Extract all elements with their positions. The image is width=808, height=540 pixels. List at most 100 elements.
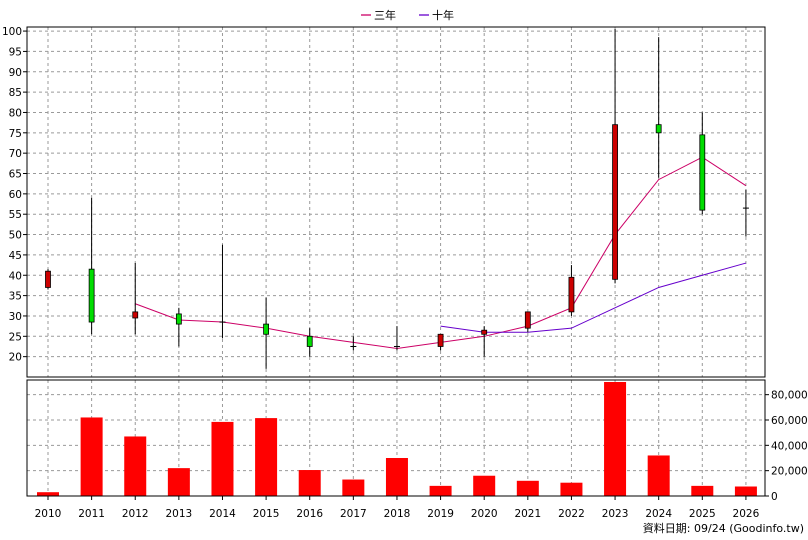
candle-body bbox=[699, 134, 706, 211]
volume-bar bbox=[211, 421, 234, 496]
legend-label-2: 十年 bbox=[432, 8, 454, 22]
x-tick-label: 2013 bbox=[165, 508, 192, 520]
x-tick-label: 2018 bbox=[384, 508, 411, 520]
price-tick-label: 75 bbox=[9, 128, 22, 140]
volume-bar bbox=[80, 417, 103, 496]
data-date-footer: 資料日期: 09/24 (Goodinfo.tw) bbox=[643, 521, 804, 535]
volume-bar bbox=[385, 458, 408, 496]
x-tick-label: 2025 bbox=[689, 508, 716, 520]
x-tick-label: 2026 bbox=[733, 508, 760, 520]
volume-bar bbox=[560, 482, 583, 496]
candle bbox=[699, 112, 706, 215]
volume-tick-label: 20,000 bbox=[771, 466, 808, 478]
x-tick-label: 2017 bbox=[340, 508, 367, 520]
x-tick-label: 2012 bbox=[122, 508, 149, 520]
x-tick-label: 2015 bbox=[253, 508, 280, 520]
chart-legend: 三年 十年 bbox=[361, 8, 454, 22]
price-tick-label: 95 bbox=[9, 46, 22, 58]
volume-bar bbox=[473, 475, 496, 496]
price-tick-label: 40 bbox=[9, 270, 22, 282]
volume-bar bbox=[124, 436, 147, 496]
x-tick-label: 2020 bbox=[471, 508, 498, 520]
price-tick-label: 25 bbox=[9, 331, 22, 343]
panel-frames bbox=[26, 26, 766, 497]
candle bbox=[568, 265, 575, 316]
candle-body bbox=[437, 333, 444, 347]
x-tick-label: 2021 bbox=[514, 508, 541, 520]
candle bbox=[655, 37, 662, 178]
legend-label-1: 三年 bbox=[374, 8, 396, 22]
price-tick-label: 70 bbox=[9, 148, 22, 160]
candle-body bbox=[568, 276, 575, 313]
price-tick-label: 45 bbox=[9, 250, 22, 262]
candlesticks bbox=[45, 29, 749, 369]
candle-body bbox=[306, 335, 313, 347]
price-tick-label: 35 bbox=[9, 291, 22, 303]
candle bbox=[481, 326, 488, 357]
volume-tick-label: 40,000 bbox=[771, 440, 808, 452]
candle-body bbox=[612, 124, 618, 280]
volume-bars bbox=[37, 382, 757, 496]
volume-bar bbox=[647, 455, 670, 496]
volume-tick-label: 80,000 bbox=[771, 390, 808, 402]
candle bbox=[393, 326, 400, 351]
volume-bar bbox=[255, 418, 278, 496]
candle bbox=[219, 244, 226, 339]
volume-panel-frame bbox=[26, 379, 766, 497]
candle-body bbox=[88, 268, 95, 323]
x-tick-label: 2011 bbox=[78, 508, 105, 520]
price-tick-label: 100 bbox=[2, 26, 22, 38]
x-tick-label: 2023 bbox=[602, 508, 629, 520]
average-line-2 bbox=[440, 262, 747, 333]
price-tick-label: 50 bbox=[9, 230, 22, 242]
price-tick-label: 55 bbox=[9, 209, 22, 221]
candle bbox=[175, 307, 182, 347]
volume-bar bbox=[516, 480, 539, 496]
volume-bar bbox=[429, 485, 452, 496]
candle bbox=[306, 328, 313, 357]
candle bbox=[45, 269, 51, 290]
volume-tick-label: 0 bbox=[771, 491, 778, 503]
volume-bar bbox=[298, 470, 321, 496]
candle bbox=[612, 29, 618, 284]
candle bbox=[132, 263, 139, 335]
candle bbox=[263, 297, 270, 369]
x-tick-label: 2016 bbox=[296, 508, 323, 520]
candle bbox=[437, 333, 444, 351]
price-grid bbox=[27, 27, 765, 377]
volume-bar bbox=[691, 485, 714, 496]
price-tick-label: 80 bbox=[9, 107, 22, 119]
price-axis-ticks: 20 25 30 35 40 45 50 55 60 65 70 75 80 85 90 95 100 bbox=[2, 26, 27, 364]
volume-bar bbox=[734, 486, 757, 496]
x-tick-label: 2022 bbox=[558, 508, 585, 520]
volume-bar bbox=[167, 468, 190, 496]
candle-body bbox=[481, 329, 488, 335]
candle-body bbox=[524, 311, 531, 329]
candle bbox=[350, 336, 357, 351]
volume-axis-ticks: 0 20,000 40,000 60,000 80,000 bbox=[765, 390, 808, 503]
price-tick-label: 90 bbox=[9, 67, 22, 79]
candle-body bbox=[132, 311, 139, 319]
price-tick-label: 85 bbox=[9, 87, 22, 99]
candle bbox=[742, 189, 749, 237]
price-tick-label: 65 bbox=[9, 169, 22, 181]
price-tick-label: 20 bbox=[9, 352, 22, 364]
x-axis-ticks: 2010 2011 2012 2013 2014 2015 2016 2017 2018 2019… bbox=[35, 496, 760, 520]
candle-body bbox=[45, 270, 51, 288]
volume-tick-label: 60,000 bbox=[771, 415, 808, 427]
candle bbox=[524, 311, 531, 333]
x-tick-label: 2014 bbox=[209, 508, 236, 520]
candle-body bbox=[655, 124, 662, 134]
candle-body bbox=[263, 323, 270, 335]
price-tick-label: 60 bbox=[9, 189, 22, 201]
volume-bar bbox=[342, 479, 365, 496]
volume-bar bbox=[37, 492, 59, 496]
price-panel-frame bbox=[26, 26, 766, 378]
x-tick-label: 2010 bbox=[35, 508, 62, 520]
price-tick-label: 30 bbox=[9, 311, 22, 323]
x-tick-label: 2019 bbox=[427, 508, 454, 520]
volume-bar bbox=[604, 382, 627, 496]
x-tick-label: 2024 bbox=[645, 508, 672, 520]
candle-body bbox=[175, 313, 182, 325]
